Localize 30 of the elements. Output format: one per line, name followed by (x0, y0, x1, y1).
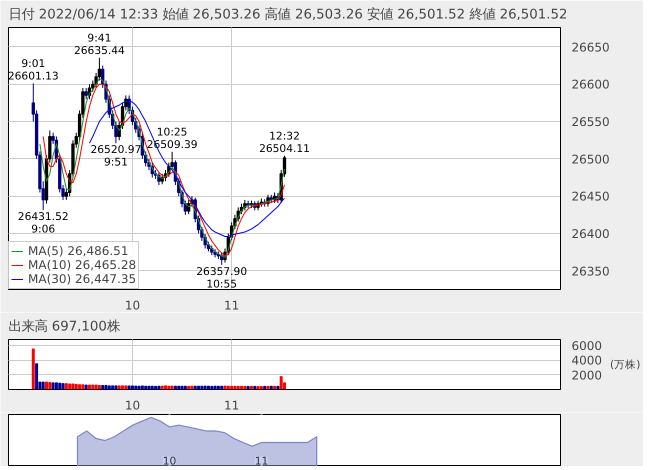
candlestick (84, 87, 88, 100)
y-tick-label: 26350 (572, 264, 610, 278)
y-tick-label: 6000 (572, 338, 602, 353)
x-tick-label: 11 (224, 298, 240, 312)
y-tick-label: 26650 (572, 40, 610, 54)
annotation: 12:32 26504.11 (259, 129, 310, 155)
y-axis-title: (万株) (610, 358, 640, 371)
y-tick-label: 26550 (572, 115, 610, 130)
annotation: 26357.90 10:55 (196, 264, 248, 290)
annotation: 9:41 26635.44 (74, 31, 126, 57)
y-tick-label: 2000 (572, 368, 602, 382)
x-tick-label: 10 (124, 398, 140, 412)
x-tick-label: 11 (254, 454, 268, 468)
candlestick (186, 199, 190, 215)
y-tick-label: 26400 (572, 227, 610, 242)
y-tick-label: 4000 (572, 354, 602, 368)
chart-title: 日付 2022/06/14 12:33 始値 26,503.26 高値 26,503.26 安値 26,501.52 終値 26,501.52 (8, 6, 568, 22)
annotation: 26520.97 9:51 (90, 143, 142, 169)
x-tick-label: 10 (124, 298, 140, 312)
y-tick-label: 26450 (572, 190, 610, 204)
legend-label: MA(5) 26,486.51 (28, 244, 128, 258)
annotation: 26431.52 9:06 (18, 210, 69, 236)
x-tick-label: 10 (162, 454, 176, 468)
chart-title: 出来高 697,100株 (8, 318, 120, 334)
annotation: 9:01 26601.13 (8, 57, 59, 82)
x-tick-label: 11 (224, 398, 240, 412)
legend-label: MA(10) 26,465.28 (28, 258, 136, 272)
y-tick-label: 26600 (572, 78, 610, 92)
legend-label: MA(30) 26,447.35 (28, 272, 136, 286)
y-tick-label: 26500 (572, 152, 610, 166)
